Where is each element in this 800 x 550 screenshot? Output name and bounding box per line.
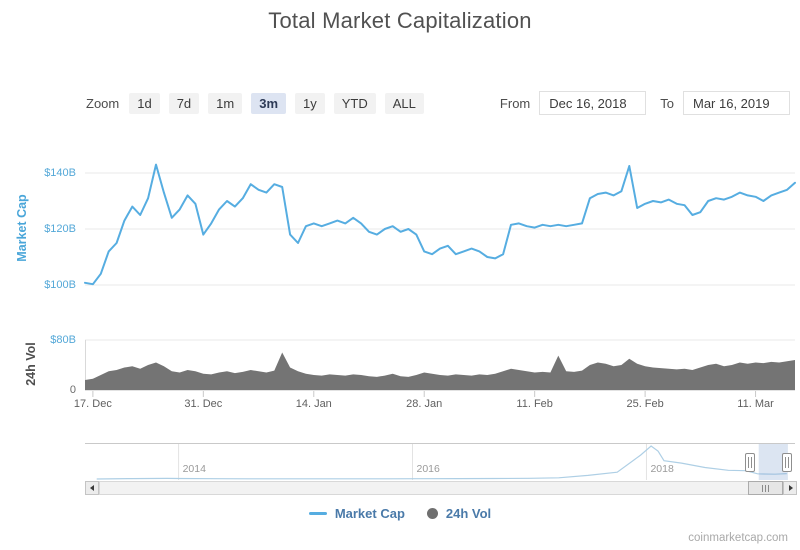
- circle-swatch-icon: [426, 508, 438, 519]
- left-triangle-icon: [90, 485, 94, 491]
- legend-item-24h-vol[interactable]: 24h Vol: [426, 506, 492, 521]
- x-axis-label: 28. Jan: [406, 398, 443, 410]
- x-axis-label: 14. Jan: [295, 398, 332, 410]
- scrollbar-left-arrow[interactable]: [85, 481, 99, 495]
- navigator-year-label: 2018: [650, 463, 674, 475]
- legend-label-market-cap: Market Cap: [334, 506, 405, 521]
- scrollbar-thumb[interactable]: [748, 481, 783, 495]
- zoom-button-all[interactable]: ALL: [384, 92, 424, 114]
- zoom-buttons: 1d 7d 1m 3m 1y YTD ALL: [129, 92, 424, 114]
- x-axis-label: 11. Feb: [516, 398, 553, 410]
- zoom-button-1m[interactable]: 1m: [208, 92, 243, 114]
- x-axis-label: 25. Feb: [626, 398, 664, 410]
- x-axis-label: 31. Dec: [184, 398, 223, 410]
- axis-title-market-cap: Market Cap: [15, 194, 29, 262]
- to-date-input[interactable]: [683, 91, 790, 115]
- zoom-button-ytd[interactable]: YTD: [333, 92, 376, 114]
- scrollbar-right-arrow[interactable]: [783, 481, 797, 495]
- navigator-year-label: 2014: [182, 463, 206, 475]
- to-label: To: [660, 95, 674, 111]
- chart-title: Total Market Capitalization: [268, 8, 532, 33]
- legend-item-market-cap[interactable]: Market Cap: [308, 506, 405, 521]
- zoom-button-1y[interactable]: 1y: [295, 92, 325, 114]
- navigator-year-label: 2016: [416, 463, 440, 475]
- toolbar: Zoom 1d 7d 1m 3m 1y YTD ALL From To: [86, 90, 790, 116]
- line-swatch-icon: [308, 512, 327, 515]
- from-date-input[interactable]: [539, 91, 647, 115]
- axis-title-24h-vol: 24h Vol: [24, 342, 38, 386]
- x-axis-label: 17. Dec: [73, 398, 112, 410]
- market-cap-line-series: [84, 163, 796, 286]
- navigator-handle-left[interactable]: [745, 453, 755, 472]
- legend: Market Cap 24h Vol: [0, 506, 800, 521]
- x-axis-label: 11. Mar: [737, 398, 774, 410]
- legend-label-24h-vol: 24h Vol: [445, 506, 492, 521]
- zoom-button-1d[interactable]: 1d: [129, 92, 160, 114]
- navigator-handle-right[interactable]: [782, 453, 792, 472]
- zoom-button-7d[interactable]: 7d: [168, 92, 200, 114]
- right-triangle-icon: [789, 485, 793, 491]
- zoom-label: Zoom: [86, 95, 120, 111]
- navigator-series-line: [96, 445, 787, 480]
- scrollbar-track[interactable]: [99, 481, 783, 495]
- volume-area-series: [85, 352, 795, 390]
- zoom-button-3m[interactable]: 3m: [251, 92, 287, 114]
- watermark: coinmarketcap.com: [688, 532, 788, 544]
- from-label: From: [499, 95, 531, 111]
